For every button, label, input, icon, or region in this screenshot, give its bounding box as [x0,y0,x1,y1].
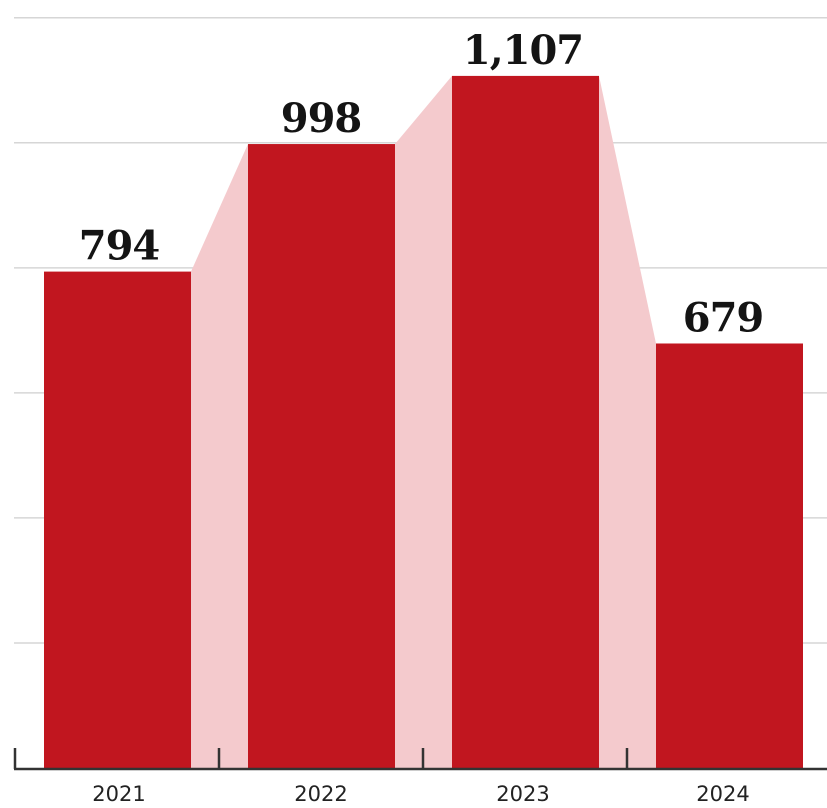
x-tick-label-2022: 2022 [294,782,347,806]
bars [44,75,803,768]
bar-2024 [656,343,803,768]
x-tick-label-2023: 2023 [496,782,549,806]
data-label-2023: 1,107 [463,27,583,74]
x-axis [13,748,827,771]
x-tick-label-2021: 2021 [92,782,145,806]
bar-connector [191,144,248,768]
data-label-2021: 794 [79,223,160,270]
bar-2021 [44,271,191,768]
data-labels: 794 998 1,107 679 [79,27,765,342]
x-tick-labels: 2021 2022 2023 2024 [92,782,749,806]
bar-2023 [452,75,599,768]
bar-connectors [191,75,656,768]
bar-connector [599,75,656,768]
x-tick-label-2024: 2024 [696,782,749,806]
data-label-2024: 679 [683,294,764,341]
bar-connector [395,75,452,768]
bar-2022 [248,144,395,768]
data-label-2022: 998 [281,95,362,142]
